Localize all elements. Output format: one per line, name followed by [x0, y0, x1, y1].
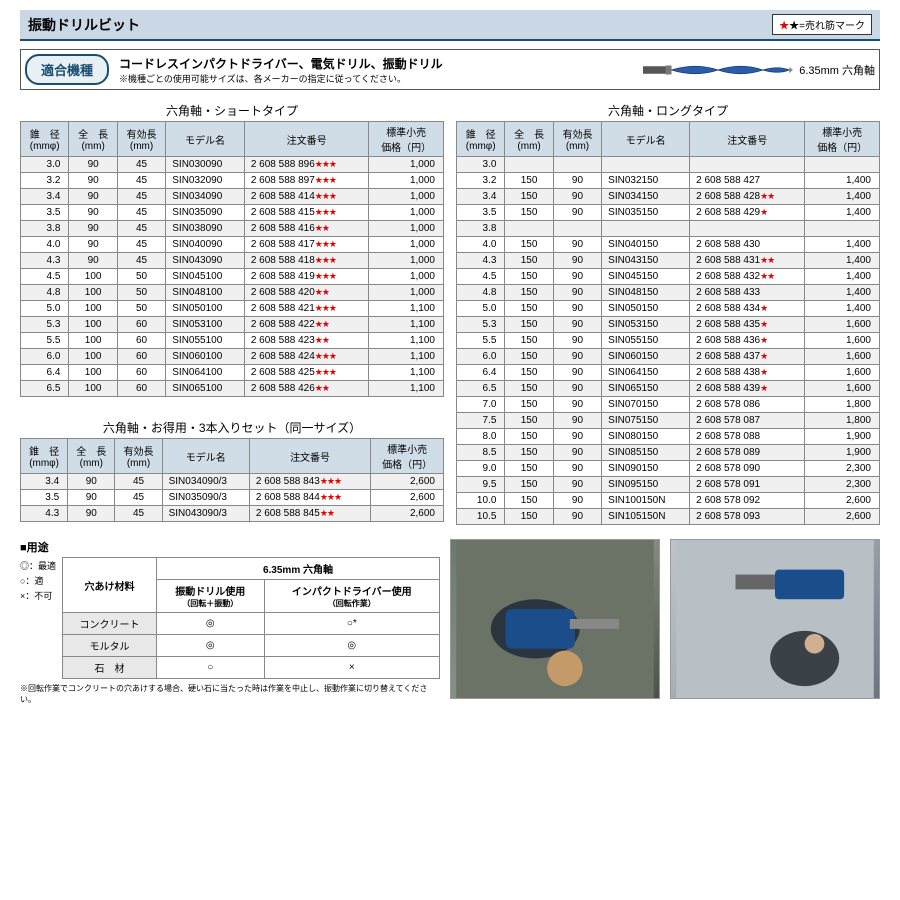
table-row: 3.4 150 90 SIN034150 2 608 588 428★★ 1,4…	[457, 189, 880, 205]
table-row: コンクリート ◎ ○*	[63, 613, 440, 635]
table-row: 6.4 100 60 SIN064100 2 608 588 425★★★ 1,…	[21, 365, 444, 381]
table-row: 7.5 150 90 SIN075150 2 608 578 087 1,800	[457, 413, 880, 429]
table-row: 石 材 ○ ×	[63, 657, 440, 679]
table-row: 4.3 150 90 SIN043150 2 608 588 431★★ 1,4…	[457, 253, 880, 269]
table-row: モルタル ◎ ◎	[63, 635, 440, 657]
table-row: 8.5 150 90 SIN085150 2 608 578 089 1,900	[457, 445, 880, 461]
table-row: 4.5 150 90 SIN045150 2 608 588 432★★ 1,4…	[457, 269, 880, 285]
page-title: 振動ドリルビット	[28, 15, 140, 35]
table-row: 4.0 150 90 SIN040150 2 608 588 430 1,400	[457, 237, 880, 253]
table-row: 5.5 100 60 SIN055100 2 608 588 423★★ 1,1…	[21, 333, 444, 349]
table-row: 3.8 90 45 SIN038090 2 608 588 416★★ 1,00…	[21, 221, 444, 237]
table-row: 5.0 150 90 SIN050150 2 608 588 434★ 1,40…	[457, 301, 880, 317]
star-icon: ★	[779, 21, 789, 32]
table-row: 5.5 150 90 SIN055150 2 608 588 436★ 1,60…	[457, 333, 880, 349]
table-row: 3.2 90 45 SIN032090 2 608 588 897★★★ 1,0…	[21, 173, 444, 189]
table-row: 3.4 90 45 SIN034090/3 2 608 588 843★★★ 2…	[21, 474, 444, 490]
table-row: 3.5 90 45 SIN035090 2 608 588 415★★★ 1,0…	[21, 205, 444, 221]
table-row: 7.0 150 90 SIN070150 2 608 578 086 1,800	[457, 397, 880, 413]
table-short: 錐 径(mmφ) 全 長(mm) 有効長(mm) モデル名 注文番号 標準小売価…	[20, 121, 444, 397]
compat-badge: 適合機種	[25, 54, 109, 85]
table-row: 10.5 150 90 SIN105150N 2 608 578 093 2,6…	[457, 509, 880, 525]
table-row: 3.8	[457, 221, 880, 237]
table-row: 10.0 150 90 SIN100150N 2 608 578 092 2,6…	[457, 493, 880, 509]
table-long-title: 六角軸・ロングタイプ	[456, 98, 880, 121]
usage-legend: ◎：最適 ○：適 ×：不可	[20, 557, 56, 679]
product-photo-1	[450, 539, 660, 699]
table-row: 4.3 90 45 SIN043090 2 608 588 418★★★ 1,0…	[21, 253, 444, 269]
table-set: 錐 径(mmφ) 全 長(mm) 有効長(mm) モデル名 注文番号 標準小売価…	[20, 438, 444, 522]
drill-bit-icon	[643, 59, 793, 81]
table-row: 6.5 100 60 SIN065100 2 608 588 426★★ 1,1…	[21, 381, 444, 397]
table-row: 5.3 150 90 SIN053150 2 608 588 435★ 1,60…	[457, 317, 880, 333]
drill-bit-image: 6.35mm 六角軸	[643, 59, 875, 81]
table-row: 9.5 150 90 SIN095150 2 608 578 091 2,300	[457, 477, 880, 493]
usage-table: 穴あけ材料 6.35mm 六角軸 振動ドリル使用（回転＋振動） インパクトドライ…	[62, 557, 440, 679]
table-row: 3.2 150 90 SIN032150 2 608 588 427 1,400	[457, 173, 880, 189]
usage-note: ※回転作業でコンクリートの穴あけする場合、硬い石に当たった時は作業を中止し、振動…	[20, 683, 440, 705]
section-header: 振動ドリルビット ★★=売れ筋マーク	[20, 10, 880, 41]
table-set-title: 六角軸・お得用・3本入りセット（同一サイズ）	[20, 415, 444, 438]
table-row: 6.0 100 60 SIN060100 2 608 588 424★★★ 1,…	[21, 349, 444, 365]
table-row: 6.4 150 90 SIN064150 2 608 588 438★ 1,60…	[457, 365, 880, 381]
table-row: 9.0 150 90 SIN090150 2 608 578 090 2,300	[457, 461, 880, 477]
table-row: 4.8 150 90 SIN048150 2 608 588 433 1,400	[457, 285, 880, 301]
table-row: 3.5 150 90 SIN035150 2 608 588 429★ 1,40…	[457, 205, 880, 221]
legend-box: ★★=売れ筋マーク	[772, 14, 872, 35]
table-row: 4.3 90 45 SIN043090/3 2 608 588 845★★ 2,…	[21, 506, 444, 522]
table-row: 5.0 100 50 SIN050100 2 608 588 421★★★ 1,…	[21, 301, 444, 317]
table-row: 3.5 90 45 SIN035090/3 2 608 588 844★★★ 2…	[21, 490, 444, 506]
compatibility-row: 適合機種 コードレスインパクトドライバー、電気ドリル、振動ドリル ※機種ごとの使…	[20, 49, 880, 90]
table-row: 3.0	[457, 157, 880, 173]
compat-text-block: コードレスインパクトドライバー、電気ドリル、振動ドリル ※機種ごとの使用可能サイ…	[119, 55, 443, 85]
product-photo-2	[670, 539, 880, 699]
table-row: 3.4 90 45 SIN034090 2 608 588 414★★★ 1,0…	[21, 189, 444, 205]
table-row: 6.0 150 90 SIN060150 2 608 588 437★ 1,60…	[457, 349, 880, 365]
table-long: 錐 径(mmφ) 全 長(mm) 有効長(mm) モデル名 注文番号 標準小売価…	[456, 121, 880, 525]
table-row: 8.0 150 90 SIN080150 2 608 578 088 1,900	[457, 429, 880, 445]
table-row: 4.5 100 50 SIN045100 2 608 588 419★★★ 1,…	[21, 269, 444, 285]
table-row: 4.8 100 50 SIN048100 2 608 588 420★★ 1,0…	[21, 285, 444, 301]
table-row: 6.5 150 90 SIN065150 2 608 588 439★ 1,60…	[457, 381, 880, 397]
table-row: 3.0 90 45 SIN030090 2 608 588 896★★★ 1,0…	[21, 157, 444, 173]
table-row: 5.3 100 60 SIN053100 2 608 588 422★★ 1,1…	[21, 317, 444, 333]
table-short-title: 六角軸・ショートタイプ	[20, 98, 444, 121]
usage-title: ■用途	[20, 539, 440, 555]
table-row: 4.0 90 45 SIN040090 2 608 588 417★★★ 1,0…	[21, 237, 444, 253]
